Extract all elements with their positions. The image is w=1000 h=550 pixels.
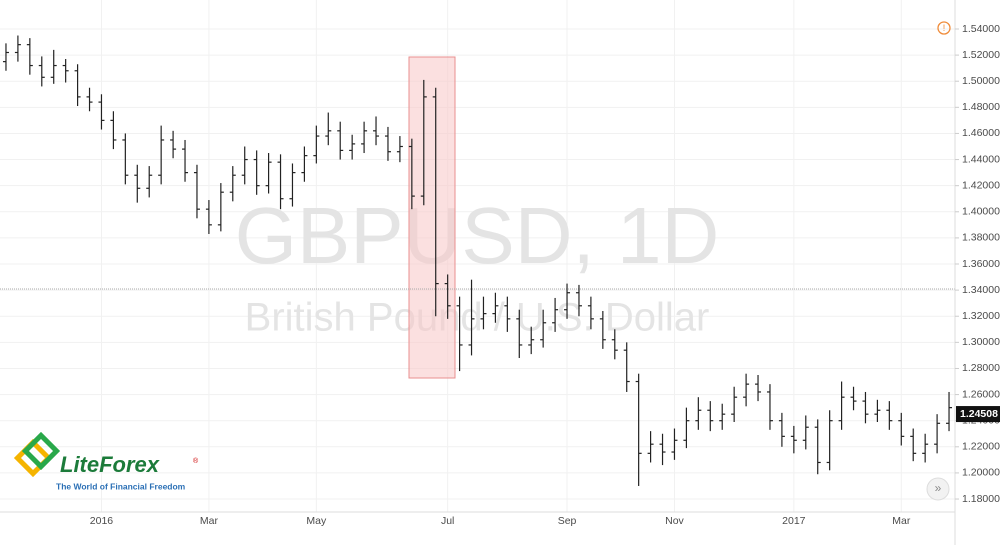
last-price-label: 1.24508 <box>960 408 998 420</box>
y-tick-label: 1.30000 <box>962 336 1000 348</box>
x-tick-label: Mar <box>200 515 219 527</box>
grid <box>0 0 955 512</box>
y-tick-label: 1.18000 <box>962 493 1000 505</box>
logo: LiteForex ® The World of Financial Freed… <box>13 431 199 491</box>
x-tick-label: Jul <box>441 515 454 527</box>
axes: 1.180001.200001.220001.240001.260001.280… <box>90 23 1000 527</box>
y-tick-label: 1.28000 <box>962 362 1000 374</box>
y-tick-label: 1.52000 <box>962 49 1000 61</box>
scroll-button[interactable] <box>926 477 950 501</box>
alert-icon-mark: ! <box>943 23 946 33</box>
alert-icon[interactable] <box>937 21 951 35</box>
y-tick-label: 1.22000 <box>962 441 1000 453</box>
x-tick-label: Mar <box>892 515 911 527</box>
y-tick-label: 1.42000 <box>962 179 1000 191</box>
y-tick-label: 1.40000 <box>962 206 1000 218</box>
last-price-box <box>956 406 1000 423</box>
y-tick-label: 1.26000 <box>962 388 1000 400</box>
y-tick-label: 1.20000 <box>962 467 1000 479</box>
y-tick-label: 1.48000 <box>962 101 1000 113</box>
y-tick-label: 1.36000 <box>962 258 1000 270</box>
scroll-button-icon: » <box>935 481 942 495</box>
watermark-subtitle: British Pound / U.S. Dollar <box>245 296 710 340</box>
logo-tagline: The World of Financial Freedom <box>56 481 186 491</box>
y-tick-label: 1.54000 <box>962 23 1000 35</box>
y-tick-label: 1.46000 <box>962 127 1000 139</box>
x-tick-label: 2016 <box>90 515 114 527</box>
x-tick-label: Sep <box>558 515 577 527</box>
highlight-box <box>408 56 456 379</box>
watermark-title: GBPUSD, 1D <box>235 191 720 280</box>
logo-name: LiteForex <box>60 452 160 477</box>
x-tick-label: Nov <box>665 515 684 527</box>
x-tick-label: 2017 <box>782 515 806 527</box>
logo-mark <box>21 431 61 471</box>
y-tick-label: 1.44000 <box>962 153 1000 165</box>
x-tick-label: May <box>306 515 327 527</box>
y-tick-label: 1.38000 <box>962 232 1000 244</box>
y-tick-label: 1.34000 <box>962 284 1000 296</box>
logo-registered: ® <box>193 457 199 465</box>
y-tick-label: 1.50000 <box>962 75 1000 87</box>
bars <box>2 35 953 486</box>
y-tick-label: 1.32000 <box>962 310 1000 322</box>
